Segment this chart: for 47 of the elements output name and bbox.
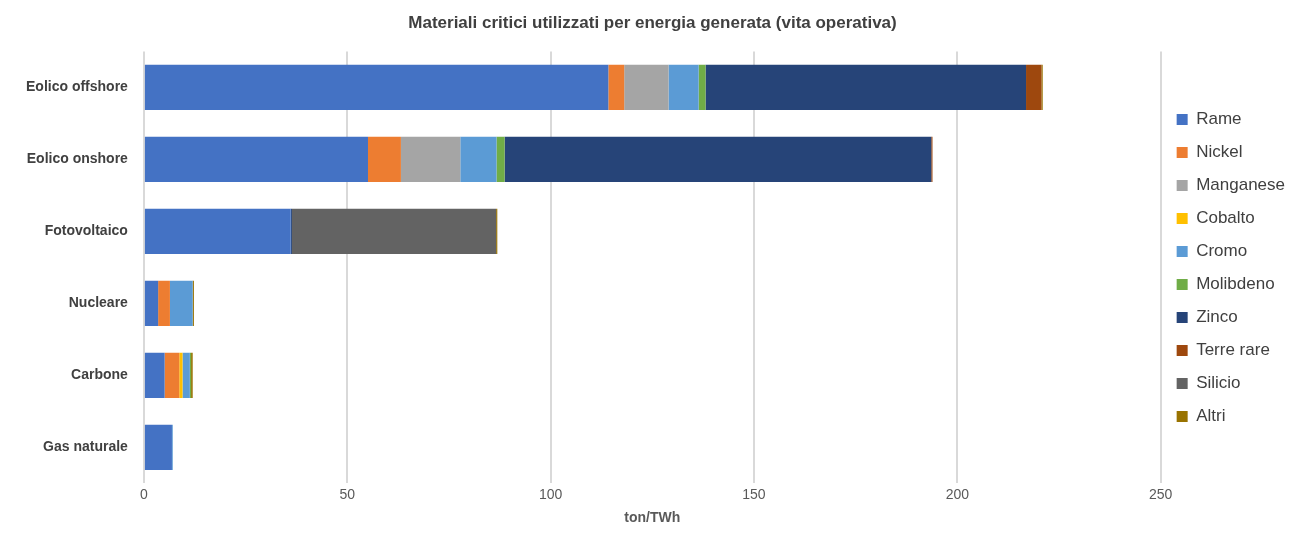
legend-label: Manganese xyxy=(1196,175,1285,195)
x-tick-label: 0 xyxy=(140,485,148,502)
y-tick-label: Eolico offshore xyxy=(25,78,129,95)
bar xyxy=(144,280,159,327)
y-tick-label: Eolico onshore xyxy=(26,150,129,167)
bar xyxy=(1026,64,1042,111)
legend-label: Terre rare xyxy=(1196,340,1270,360)
x-axis-title: ton/TWh xyxy=(624,509,681,526)
y-tick-label: Carbone xyxy=(71,366,129,383)
bar xyxy=(182,352,190,399)
legend-label: Silicio xyxy=(1196,373,1241,393)
y-tick-label: Nucleare xyxy=(68,294,129,311)
chart-title: Materiali critici utilizzati per energia generata (vita operativa) xyxy=(408,12,897,32)
bar xyxy=(179,352,183,399)
bar xyxy=(144,208,291,255)
legend-label: Altri xyxy=(1196,406,1226,426)
legend-label: Cobalto xyxy=(1196,208,1255,228)
bar xyxy=(400,136,461,183)
legend-label: Cromo xyxy=(1196,241,1248,261)
y-tick-label: Gas naturale xyxy=(43,438,129,455)
bar xyxy=(705,64,1027,111)
bar xyxy=(460,136,497,183)
bar xyxy=(698,64,706,111)
x-tick-label: 150 xyxy=(742,485,766,502)
bar xyxy=(164,352,180,399)
bar xyxy=(496,136,505,183)
legend-label: Molibdeno xyxy=(1196,274,1275,294)
legend-label: Rame xyxy=(1196,109,1242,129)
bar xyxy=(169,280,193,327)
bar xyxy=(504,136,932,183)
bar xyxy=(624,64,669,111)
x-tick-label: 100 xyxy=(538,485,563,502)
x-tick-label: 250 xyxy=(1148,485,1173,502)
bar xyxy=(367,136,401,183)
bar xyxy=(158,280,170,327)
bar xyxy=(144,352,165,399)
x-tick-label: 50 xyxy=(339,485,356,502)
bar xyxy=(668,64,699,111)
bar xyxy=(144,424,172,471)
bar xyxy=(144,64,609,111)
bar xyxy=(291,208,497,255)
legend-label: Zinco xyxy=(1196,307,1238,327)
bar xyxy=(608,64,625,111)
y-tick-label: Fotovoltaico xyxy=(44,222,128,239)
legend-label: Nickel xyxy=(1196,142,1243,162)
x-tick-label: 200 xyxy=(945,485,970,502)
bar xyxy=(144,136,368,183)
